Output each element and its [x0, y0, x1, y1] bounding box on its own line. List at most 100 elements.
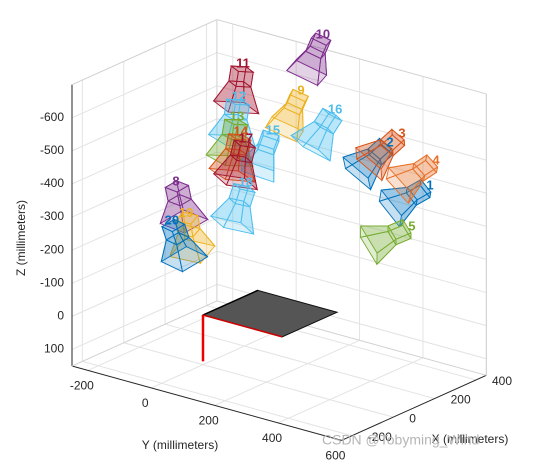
x-tick-label: -200 — [368, 430, 392, 444]
z-tick-label: 0 — [57, 309, 64, 323]
axes: -600-500-400-300-200-1000100-2000200400-… — [40, 19, 512, 461]
camera-label: 16 — [328, 102, 342, 117]
camera-label: 5 — [408, 218, 415, 233]
camera — [285, 32, 332, 87]
camera-face — [425, 154, 439, 174]
grid-line — [71, 250, 218, 317]
camera — [212, 65, 260, 115]
camera-face — [178, 193, 210, 221]
grid-line — [216, 184, 487, 260]
grid-line — [216, 85, 487, 161]
z-axis-label: Z (millimeters) — [14, 200, 28, 276]
camera — [378, 178, 432, 228]
watermark: CSDN @Tobyming_Wind — [322, 432, 479, 448]
x-tick-label: 400 — [492, 374, 512, 388]
grid — [71, 23, 487, 441]
x-axis-line — [341, 374, 487, 441]
grid-line — [82, 360, 352, 437]
camera-face — [264, 102, 288, 128]
y-tick-label: 600 — [325, 449, 345, 461]
camera-face — [175, 211, 199, 225]
grid-line — [71, 217, 218, 284]
grid-line — [216, 118, 487, 194]
cameras — [159, 32, 439, 273]
camera-label: 8 — [172, 173, 179, 188]
camera-face — [225, 98, 252, 106]
camera-face — [262, 129, 280, 142]
camera-face — [177, 231, 208, 258]
camera-label: 20 — [165, 213, 179, 228]
z-tick-label: -600 — [40, 110, 64, 124]
y-tick-label: 0 — [142, 396, 149, 410]
camera-label: 14 — [234, 123, 249, 138]
z-tick-label: -500 — [40, 143, 64, 157]
camera-label: 11 — [236, 56, 250, 71]
camera-face — [378, 186, 408, 202]
grid-line — [214, 339, 360, 406]
camera — [385, 153, 439, 205]
board — [201, 289, 339, 362]
x-tick-label: 0 — [409, 411, 416, 425]
grid-line — [71, 118, 218, 185]
grid-line — [71, 283, 218, 350]
camera-label: 10 — [316, 26, 330, 41]
camera-label: 15 — [266, 122, 280, 137]
box-edge — [71, 300, 218, 367]
camera-face — [164, 180, 190, 193]
camera — [290, 107, 343, 162]
camera-face — [228, 133, 252, 141]
y-axis-line — [71, 365, 342, 441]
camera-face — [286, 45, 311, 71]
camera-label: 3 — [398, 125, 405, 140]
camera-face — [402, 218, 412, 241]
camera-face — [229, 65, 255, 73]
camera-face — [210, 197, 236, 229]
camera — [359, 218, 412, 266]
box-edge — [216, 19, 487, 95]
camera-label: 19 — [179, 205, 193, 220]
camera-label: 18 — [239, 175, 253, 190]
camera-label: 17 — [239, 130, 253, 145]
grid-line — [216, 217, 487, 294]
camera-face — [391, 128, 406, 147]
camera-face — [212, 80, 237, 113]
y-axis-label: Y (millimeters) — [142, 438, 218, 452]
camera-face — [232, 182, 257, 194]
camera-face — [205, 133, 232, 167]
camera-face — [385, 162, 415, 180]
z-tick-label: -100 — [40, 275, 64, 289]
camera — [212, 139, 258, 191]
grid-line — [216, 151, 487, 227]
x-tick-label: 200 — [451, 393, 471, 407]
y-tick-label: -200 — [70, 379, 94, 393]
camera-face — [419, 178, 432, 199]
camera-face — [289, 88, 309, 103]
camera-label: 9 — [297, 82, 304, 97]
camera — [209, 182, 257, 236]
camera-label: 4 — [432, 152, 440, 167]
camera-face — [310, 32, 332, 46]
grid-line — [71, 184, 218, 251]
camera-face — [355, 139, 382, 160]
camera — [264, 88, 309, 143]
camera — [160, 218, 209, 273]
camera-face — [232, 139, 257, 149]
z-tick-label: 100 — [44, 342, 64, 356]
x-axis-label: X (millimeters) — [432, 432, 509, 446]
camera-label: 13 — [230, 109, 244, 124]
board-x-axis — [202, 289, 259, 316]
camera-label: 2 — [386, 134, 393, 149]
camera-label: 1 — [426, 177, 433, 192]
grid-line — [123, 342, 394, 418]
y-tick-label: 400 — [262, 431, 282, 445]
grid-line — [71, 85, 218, 152]
grid-line — [71, 52, 218, 119]
camera-face — [290, 120, 321, 148]
camera-label: 12 — [232, 89, 246, 104]
camera-face — [224, 118, 248, 126]
camera-face — [322, 107, 343, 122]
y-tick-label: 200 — [199, 414, 219, 428]
grid-line — [165, 323, 435, 400]
